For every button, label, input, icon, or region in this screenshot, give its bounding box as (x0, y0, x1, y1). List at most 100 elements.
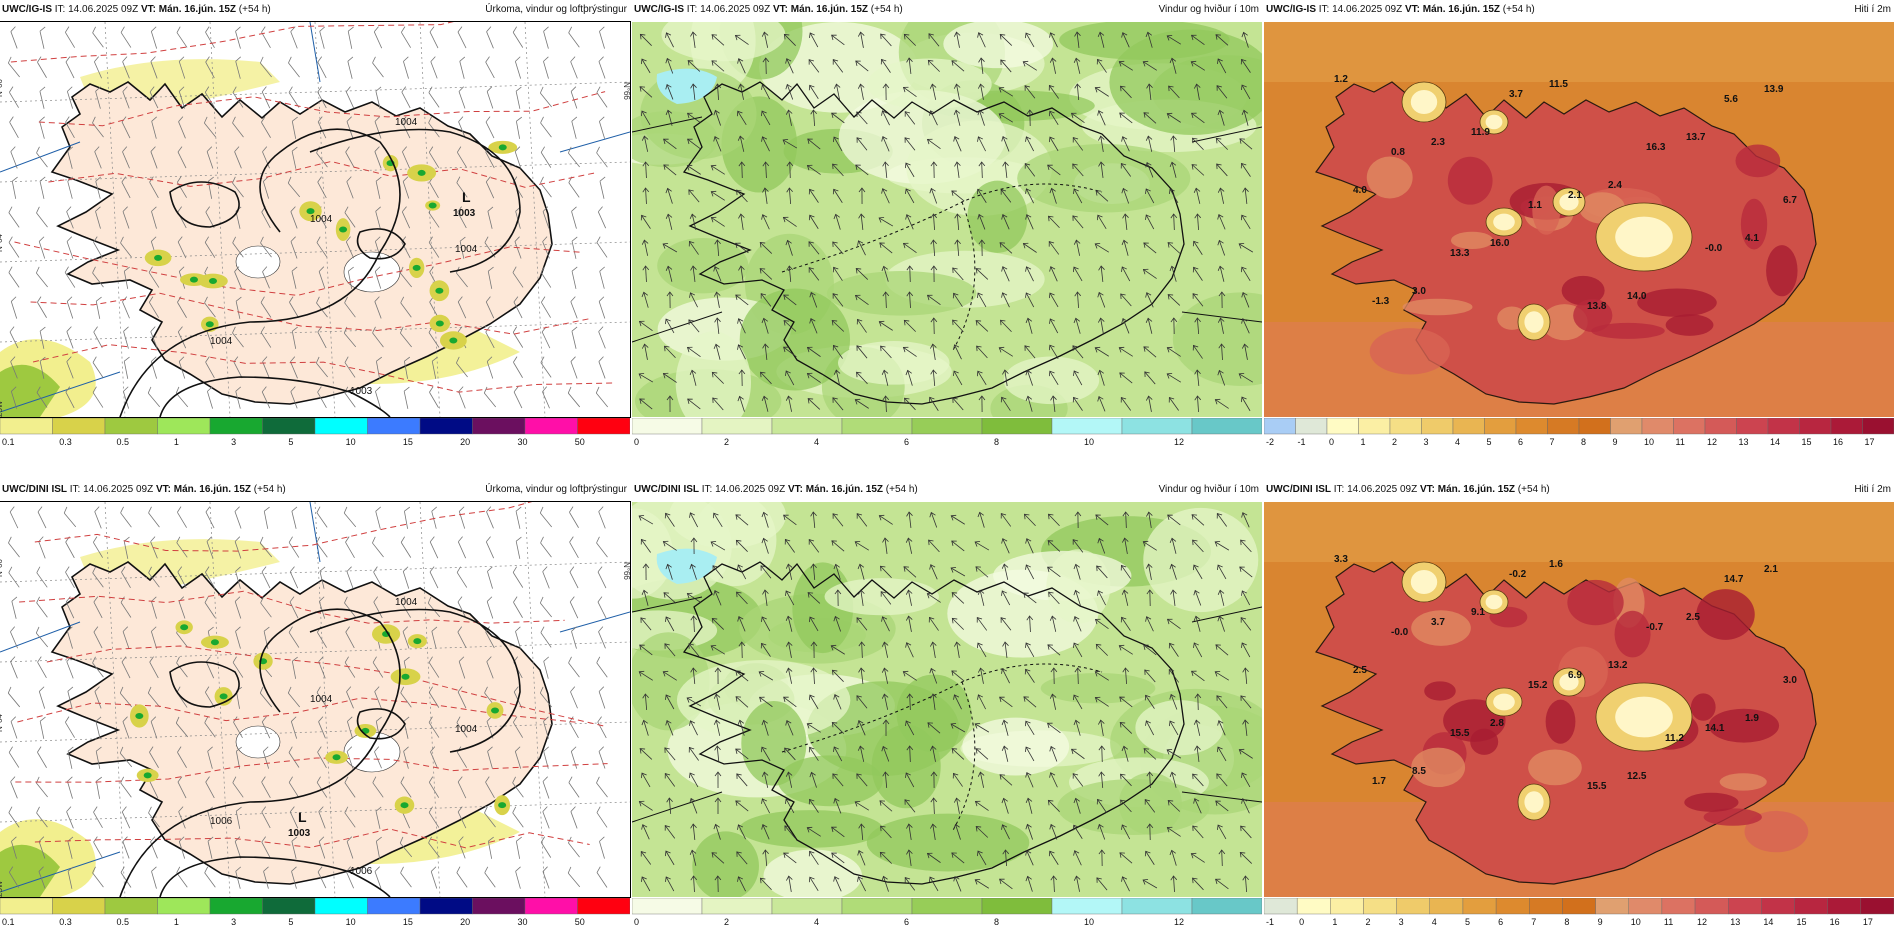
wind-barb (400, 296, 412, 318)
scale-swatch (1495, 898, 1530, 915)
wind-arrow (665, 265, 673, 282)
wind-map[interactable] (632, 22, 1262, 417)
scale-swatch (1421, 418, 1454, 435)
wind-barb (543, 656, 550, 679)
wind-barb (571, 116, 578, 139)
wind-color-scale: 0 2 4 6 8 10 12 (632, 898, 1262, 928)
panel-header: UWC/IG-IS IT: 14.06.2025 09Z VT: Mán. 16… (632, 0, 1262, 20)
wind-arrow (1023, 696, 1037, 708)
wind-barb (568, 776, 580, 798)
wind-arrow (1098, 265, 1105, 282)
wind-arrow (737, 564, 747, 580)
wind-arrow (1026, 615, 1034, 633)
wind-barb (232, 86, 244, 108)
scale-swatch (472, 418, 526, 435)
wind-barb (207, 386, 213, 409)
wind-barb (542, 776, 550, 799)
init-time: 14.06.2025 09Z (1347, 484, 1418, 495)
precip-map[interactable]: 1006 1004 1004 1004 1006 L 1003 N°66 N°64 25W N°66 (0, 501, 631, 898)
wind-barb (599, 266, 605, 289)
wind-barb (122, 146, 130, 169)
temp-map[interactable]: 3.3 9.1 13.2 1.9 8.5 1.6 2.5 2.5 2.8 12.5 2.1 3.7 6.… (1264, 502, 1894, 897)
wind-barb (401, 206, 411, 229)
wind-arrow (1001, 214, 1010, 230)
wind-arrow (759, 242, 773, 254)
scale-swatch (1363, 898, 1397, 915)
wind-arrow (640, 617, 652, 631)
wind-arrow (1072, 137, 1084, 151)
wind-barb (36, 806, 48, 828)
wind-barb (177, 506, 187, 528)
wind-map[interactable] (632, 502, 1262, 897)
wind-barb (317, 746, 327, 769)
wind-barb (539, 506, 553, 528)
wind-barb (120, 506, 132, 528)
wind-arrow (881, 110, 890, 126)
scale-label: 0 (1329, 437, 1334, 447)
cold-highland-core (1485, 114, 1503, 130)
temp-patch (1735, 144, 1781, 178)
wind-barb (94, 686, 102, 709)
model-name: UWC/DINI ISL (2, 484, 67, 495)
sector-line (1181, 311, 1262, 323)
temp-map[interactable]: 1.2 11.9 2.4 4.1 3.0 11.5 13.7 4.0 16.0 14.0 13.9 2… (1264, 22, 1894, 417)
wind-arrow (974, 878, 990, 889)
wind-barb (94, 56, 102, 79)
wind-arrow (1192, 240, 1203, 255)
wind-barb (122, 716, 130, 739)
temp-patch (1447, 156, 1493, 205)
precip-cell-core (435, 287, 444, 294)
region-line (559, 611, 630, 633)
temp-patch (1561, 275, 1605, 306)
wind-arrow (1047, 540, 1061, 552)
vt-label: VT: (787, 484, 803, 495)
wind-arrow (810, 109, 818, 127)
it-label: IT: (686, 4, 698, 15)
temperature-label: 1.1 (1528, 200, 1542, 211)
wind-barb (402, 146, 410, 169)
wind-arrow (929, 187, 938, 204)
wind-arrow (998, 112, 1014, 123)
wind-arrow (783, 852, 797, 864)
wind-barb (487, 836, 494, 859)
wind-arrow (1050, 395, 1057, 412)
isobar-label: 1004 (455, 244, 478, 255)
scale-label: 15 (403, 437, 413, 447)
scale-label: 17 (1865, 437, 1875, 447)
wind-arrow (999, 696, 1013, 708)
scale-label: 5 (288, 917, 293, 927)
wind-arrow (663, 592, 677, 604)
scale-swatch (1529, 898, 1563, 915)
wind-arrow (711, 34, 725, 46)
wind-arrow (641, 239, 649, 256)
wind-arrow (713, 135, 722, 152)
wind-arrow (1094, 86, 1109, 97)
wind-barb (316, 536, 328, 558)
wind-arrow (689, 563, 697, 580)
wind-arrow (664, 345, 676, 359)
wind-arrow (930, 693, 937, 710)
temp-patch (1470, 728, 1499, 755)
wind-arrow (1217, 589, 1225, 606)
precip-cell-core (428, 202, 437, 209)
wind-arrow (761, 616, 771, 632)
wind-arrow (714, 667, 722, 685)
wind-arrow (1001, 797, 1009, 814)
wind-barb (485, 176, 495, 199)
wind-arrow (1119, 112, 1133, 124)
wind-arrow (785, 720, 794, 736)
wind-arrow (641, 876, 651, 892)
wind-barb (485, 326, 495, 349)
wind-arrow (1098, 161, 1105, 178)
wind-arrow (1146, 511, 1153, 528)
wind-barb (376, 356, 383, 379)
wind-arrow (1216, 695, 1228, 709)
wind-arrow (855, 164, 869, 176)
wind-barb (288, 86, 300, 108)
precip-map[interactable]: 1004 1004 1004 1004 1003 L 1003 N°66 N°64 25W N°66 (0, 21, 631, 418)
wind-arrow (1217, 615, 1225, 632)
wind-barb (178, 836, 186, 859)
wind-barb (204, 236, 216, 258)
wind-arrow (905, 772, 915, 788)
wind-barb (598, 356, 606, 379)
